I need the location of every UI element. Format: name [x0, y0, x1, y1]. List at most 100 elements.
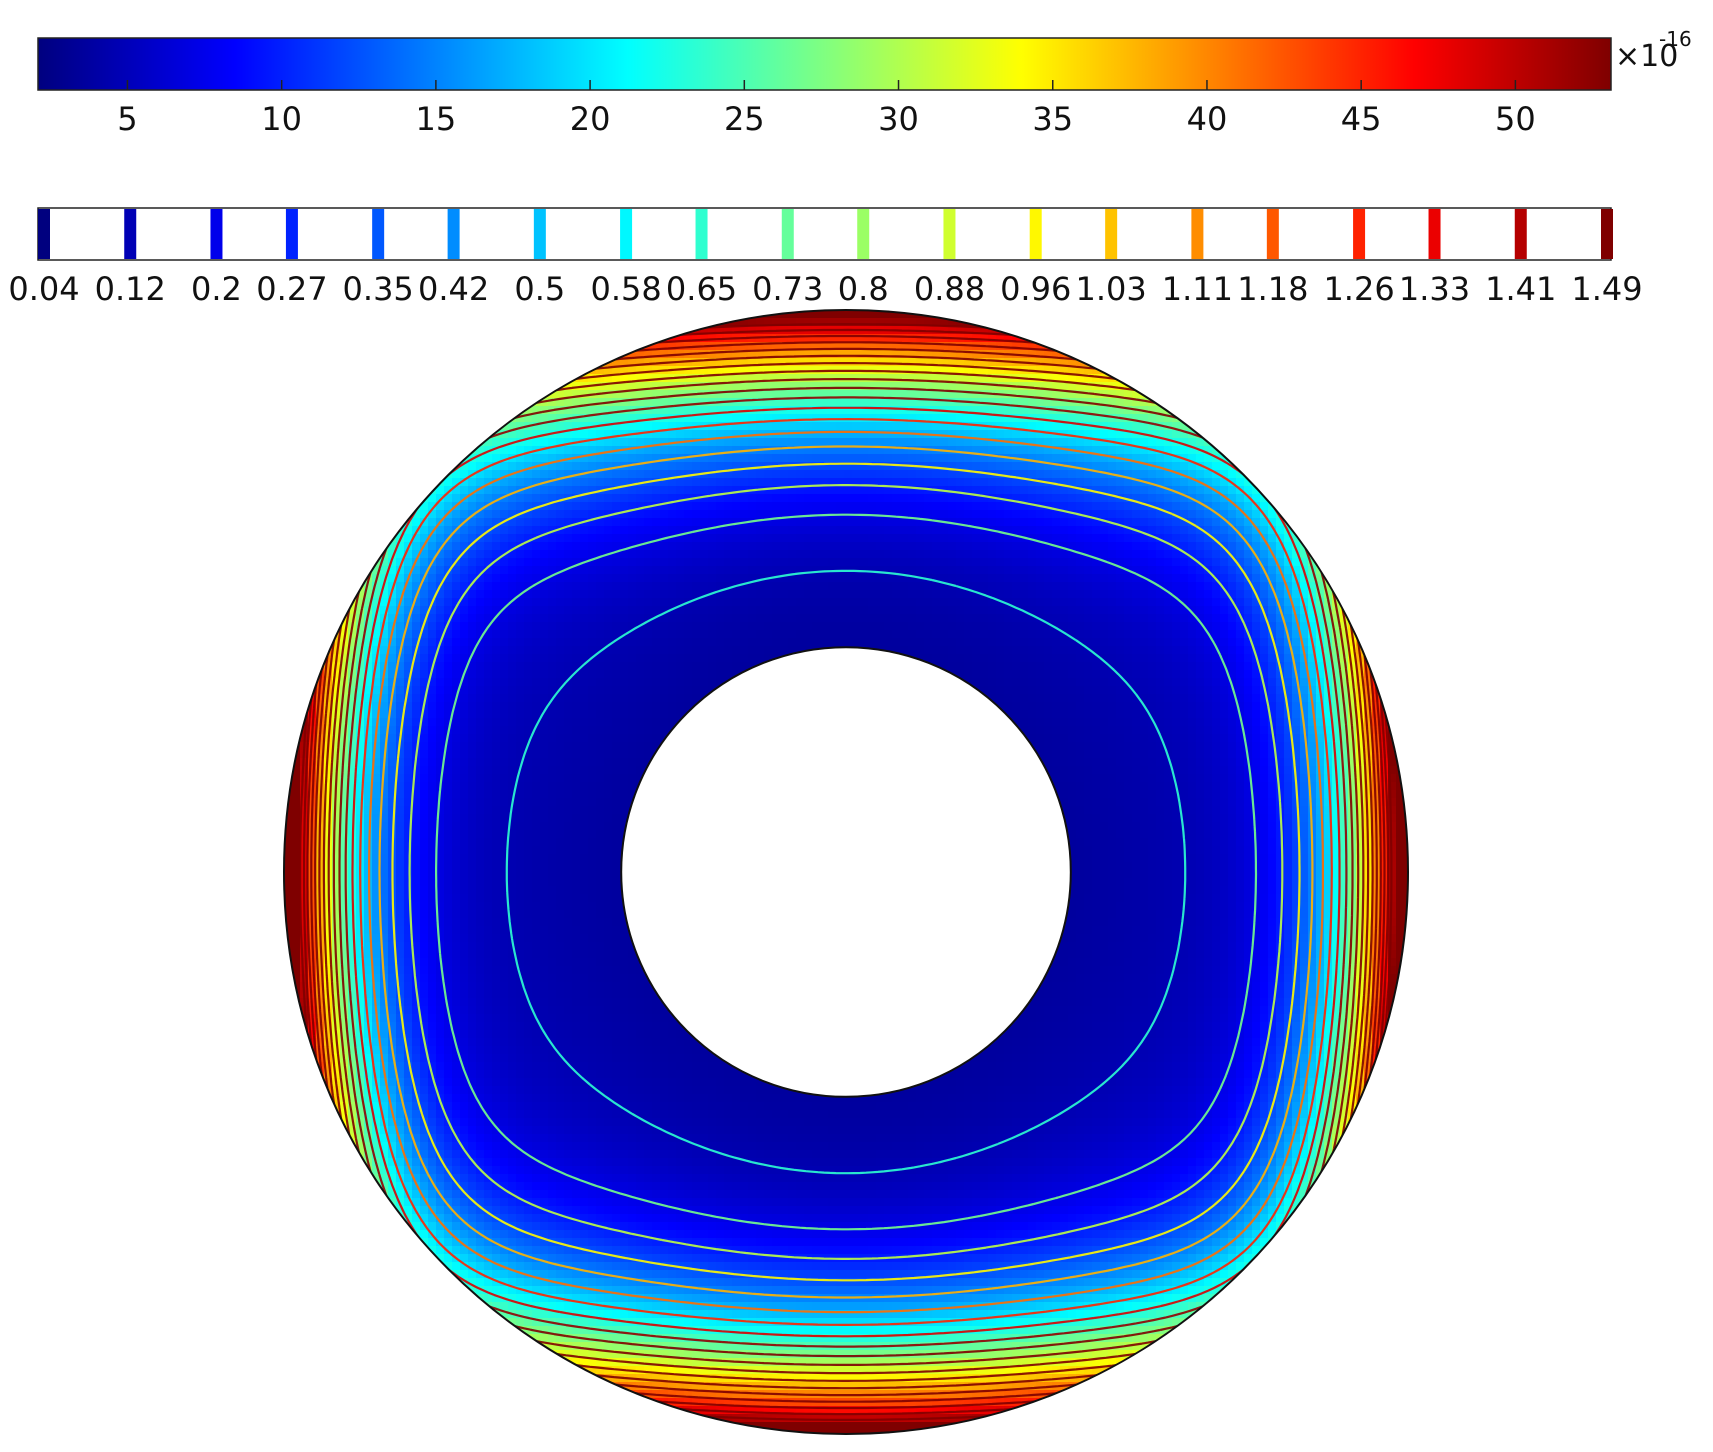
surface-cell: [1076, 438, 1085, 447]
surface-cell: [916, 454, 925, 463]
surface-cell: [908, 566, 917, 575]
surface-cell: [1156, 598, 1165, 607]
surface-tick-label: 40: [1187, 100, 1228, 138]
surface-cell: [1100, 686, 1109, 695]
surface-cell: [900, 366, 909, 375]
surface-cell: [940, 430, 949, 439]
surface-cell: [964, 598, 973, 607]
surface-cell: [764, 438, 773, 447]
surface-cell: [1028, 382, 1037, 391]
surface-cell: [748, 566, 757, 575]
surface-cell: [820, 398, 829, 407]
surface-cell: [1012, 462, 1021, 471]
surface-cell: [508, 678, 517, 687]
surface-cell: [1252, 566, 1261, 575]
surface-cell: [508, 686, 517, 695]
surface-cell: [1028, 582, 1037, 591]
surface-cell: [676, 486, 685, 495]
surface-cell: [972, 502, 981, 511]
surface-cell: [1116, 646, 1125, 655]
surface-cell: [660, 598, 669, 607]
surface-cell: [1100, 566, 1109, 575]
surface-cell: [588, 638, 597, 647]
surface-cell: [788, 422, 797, 431]
surface-cell: [1092, 542, 1101, 551]
surface-cell: [644, 526, 653, 535]
surface-cell: [948, 606, 957, 615]
surface-cell: [836, 398, 845, 407]
surface-cell: [1012, 686, 1021, 695]
surface-cell: [596, 558, 605, 567]
surface-cell: [1324, 566, 1333, 575]
surface-cell: [996, 318, 1005, 327]
surface-cell: [916, 638, 925, 647]
surface-cell: [932, 646, 941, 655]
surface-cell: [804, 638, 813, 647]
surface-cell: [1140, 582, 1149, 591]
surface-cell: [1020, 678, 1029, 687]
surface-cell: [516, 670, 525, 679]
surface-cell: [868, 622, 877, 631]
surface-cell: [1156, 638, 1165, 647]
surface-cell: [708, 606, 717, 615]
surface-cell: [572, 502, 581, 511]
surface-cell: [924, 558, 933, 567]
surface-cell: [1236, 590, 1245, 599]
surface-cell: [804, 398, 813, 407]
surface-cell: [1204, 670, 1213, 679]
surface-cell: [1108, 638, 1117, 647]
surface-cell: [876, 598, 885, 607]
surface-cell: [964, 646, 973, 655]
surface-cell: [1092, 462, 1101, 471]
surface-cell: [692, 534, 701, 543]
surface-cell: [604, 654, 613, 663]
surface-cell: [1188, 542, 1197, 551]
surface-cell: [420, 526, 429, 535]
surface-cell: [564, 446, 573, 455]
surface-cell: [844, 598, 853, 607]
surface-cell: [1332, 582, 1341, 591]
surface-cell: [1292, 646, 1301, 655]
surface-cell: [1148, 662, 1157, 671]
surface-cell: [1148, 606, 1157, 615]
surface-cell: [916, 566, 925, 575]
surface-cell: [1124, 486, 1133, 495]
surface-cell: [996, 558, 1005, 567]
surface-cell: [564, 686, 573, 695]
surface-cell: [844, 486, 853, 495]
surface-cell: [556, 558, 565, 567]
surface-cell: [988, 574, 997, 583]
contour-level-swatch: [943, 209, 955, 259]
surface-cell: [596, 614, 605, 623]
surface-cell: [444, 654, 453, 663]
surface-cell: [1124, 518, 1133, 527]
surface-legend-multiplier: ×10 -16: [1615, 27, 1692, 74]
surface-cell: [1052, 662, 1061, 671]
surface-cell: [820, 542, 829, 551]
surface-cell: [596, 526, 605, 535]
surface-cell: [612, 606, 621, 615]
surface-cell: [532, 606, 541, 615]
surface-cell: [932, 582, 941, 591]
surface-cell: [916, 438, 925, 447]
surface-cell: [948, 630, 957, 639]
surface-cell: [540, 638, 549, 647]
surface-cell: [980, 678, 989, 687]
surface-cell: [612, 590, 621, 599]
surface-cell: [1196, 638, 1205, 647]
surface-cell: [532, 614, 541, 623]
surface-cell: [1156, 590, 1165, 599]
surface-cell: [596, 686, 605, 695]
surface-cell: [756, 638, 765, 647]
surface-cell: [1180, 654, 1189, 663]
surface-tick-label: 30: [878, 100, 919, 138]
surface-cell: [724, 494, 733, 503]
surface-cell: [772, 558, 781, 567]
surface-cell: [492, 646, 501, 655]
surface-cell: [1148, 630, 1157, 639]
surface-cell: [524, 550, 533, 559]
surface-cell: [948, 478, 957, 487]
surface-cell: [732, 526, 741, 535]
surface-cell: [924, 478, 933, 487]
surface-cell: [516, 678, 525, 687]
